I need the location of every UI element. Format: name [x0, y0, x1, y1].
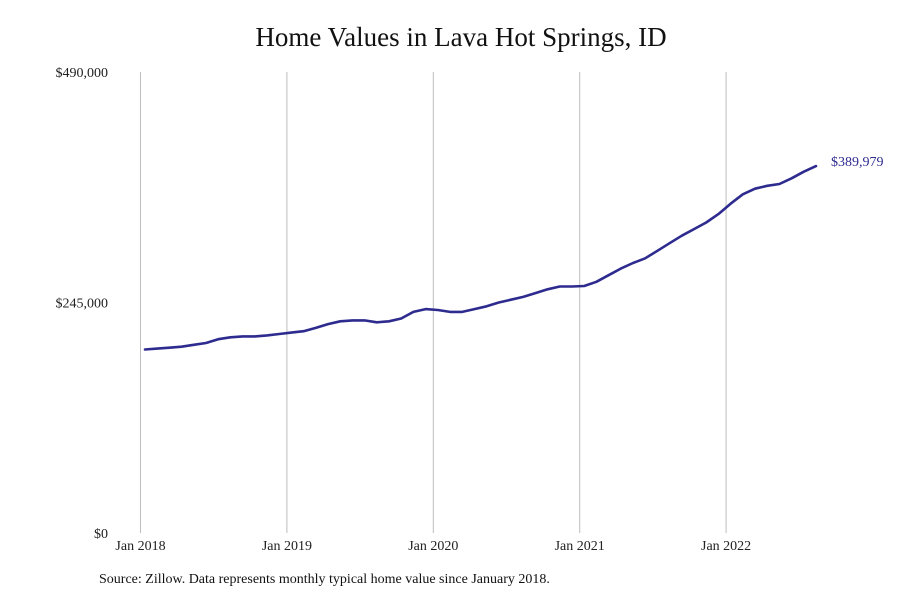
x-tick-label: Jan 2019: [262, 539, 312, 554]
x-tick-label: Jan 2021: [555, 539, 605, 554]
gridlines: [140, 72, 727, 533]
y-tick-label: $490,000: [56, 66, 109, 81]
y-tick-label: $245,000: [56, 297, 109, 312]
x-tick-label: Jan 2018: [115, 539, 165, 554]
x-axis-ticks: Jan 2018 Jan 2019 Jan 2020 Jan 2021 Jan 2022: [115, 539, 751, 554]
y-axis-ticks: $0 $245,000 $490,000: [56, 66, 109, 542]
x-tick-label: Jan 2020: [408, 539, 458, 554]
series-line-0: [143, 164, 818, 351]
label-layer: $389,979: [831, 155, 884, 170]
end-value-label: $389,979: [831, 155, 884, 170]
chart-title: Home Values in Lava Hot Springs, ID: [255, 22, 667, 52]
source-note: Source: Zillow. Data represents monthly …: [99, 572, 550, 587]
x-tick-label: Jan 2022: [701, 539, 751, 554]
y-tick-label: $0: [94, 527, 108, 542]
series-layer: [143, 164, 818, 351]
